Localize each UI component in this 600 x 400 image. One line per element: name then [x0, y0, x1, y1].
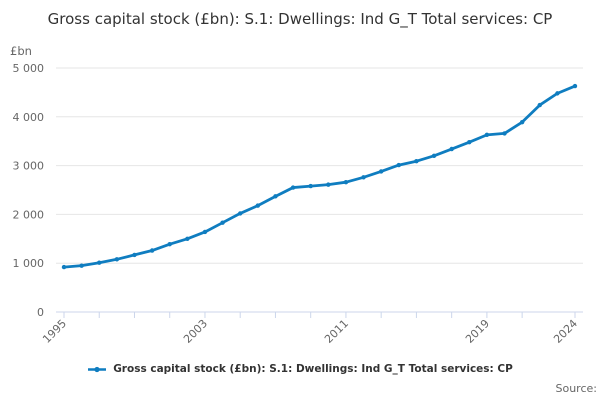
- data-point[interactable]: [308, 183, 313, 189]
- data-point[interactable]: [555, 91, 560, 96]
- data-point[interactable]: [61, 264, 67, 270]
- plot-area[interactable]: 0 1 000 2 000 3 000 4 000 5 000 1995 2003 2011 20…: [0, 0, 600, 358]
- data-point[interactable]: [255, 203, 261, 208]
- data-point[interactable]: [484, 132, 490, 138]
- y-axis-label: 5 000: [13, 62, 45, 75]
- y-axis-label: 4 000: [13, 111, 45, 124]
- series-line: [62, 84, 577, 269]
- x-axis-label: 1995: [40, 317, 69, 346]
- data-point[interactable]: [396, 162, 401, 168]
- data-point[interactable]: [79, 263, 84, 268]
- source-caption: Source:: [555, 382, 598, 395]
- legend-line-marker-icon: [88, 366, 107, 372]
- data-point[interactable]: [149, 248, 155, 253]
- data-point[interactable]: [132, 252, 137, 258]
- data-point[interactable]: [502, 131, 507, 136]
- data-point[interactable]: [378, 169, 384, 174]
- data-point[interactable]: [273, 194, 278, 199]
- data-point[interactable]: [449, 146, 454, 152]
- x-axis-label: 2003: [181, 317, 210, 346]
- legend-item[interactable]: Gross capital stock (£bn): S.1: Dwelling…: [0, 363, 600, 375]
- data-point[interactable]: [114, 257, 120, 262]
- data-point[interactable]: [326, 182, 331, 187]
- data-point[interactable]: [467, 139, 472, 145]
- data-point[interactable]: [537, 102, 542, 108]
- y-axis-label: 2 000: [13, 208, 45, 221]
- legend-label: Gross capital stock (£bn): S.1: Dwelling…: [113, 363, 513, 375]
- data-point[interactable]: [361, 175, 366, 180]
- data-point[interactable]: [572, 83, 578, 89]
- x-axis-label: 2024: [551, 317, 580, 346]
- data-point[interactable]: [290, 185, 296, 190]
- data-point[interactable]: [238, 211, 243, 216]
- y-axis-label: 1 000: [13, 257, 45, 270]
- data-point[interactable]: [202, 229, 208, 235]
- data-point[interactable]: [343, 179, 349, 185]
- data-point[interactable]: [431, 153, 437, 159]
- data-point[interactable]: [97, 260, 102, 265]
- data-point[interactable]: [414, 159, 419, 164]
- y-axis-unit-label: £bn: [10, 44, 32, 58]
- chart-title: Gross capital stock (£bn): S.1: Dwelling…: [47, 10, 553, 28]
- data-point[interactable]: [220, 220, 225, 225]
- data-point[interactable]: [519, 119, 525, 125]
- data-point[interactable]: [185, 236, 190, 241]
- x-axis-label: 2019: [463, 317, 492, 346]
- x-axis-label: 2011: [322, 317, 351, 346]
- y-axis-label: 3 000: [13, 160, 45, 173]
- y-axis-label: 0: [37, 306, 44, 319]
- data-point[interactable]: [167, 241, 172, 247]
